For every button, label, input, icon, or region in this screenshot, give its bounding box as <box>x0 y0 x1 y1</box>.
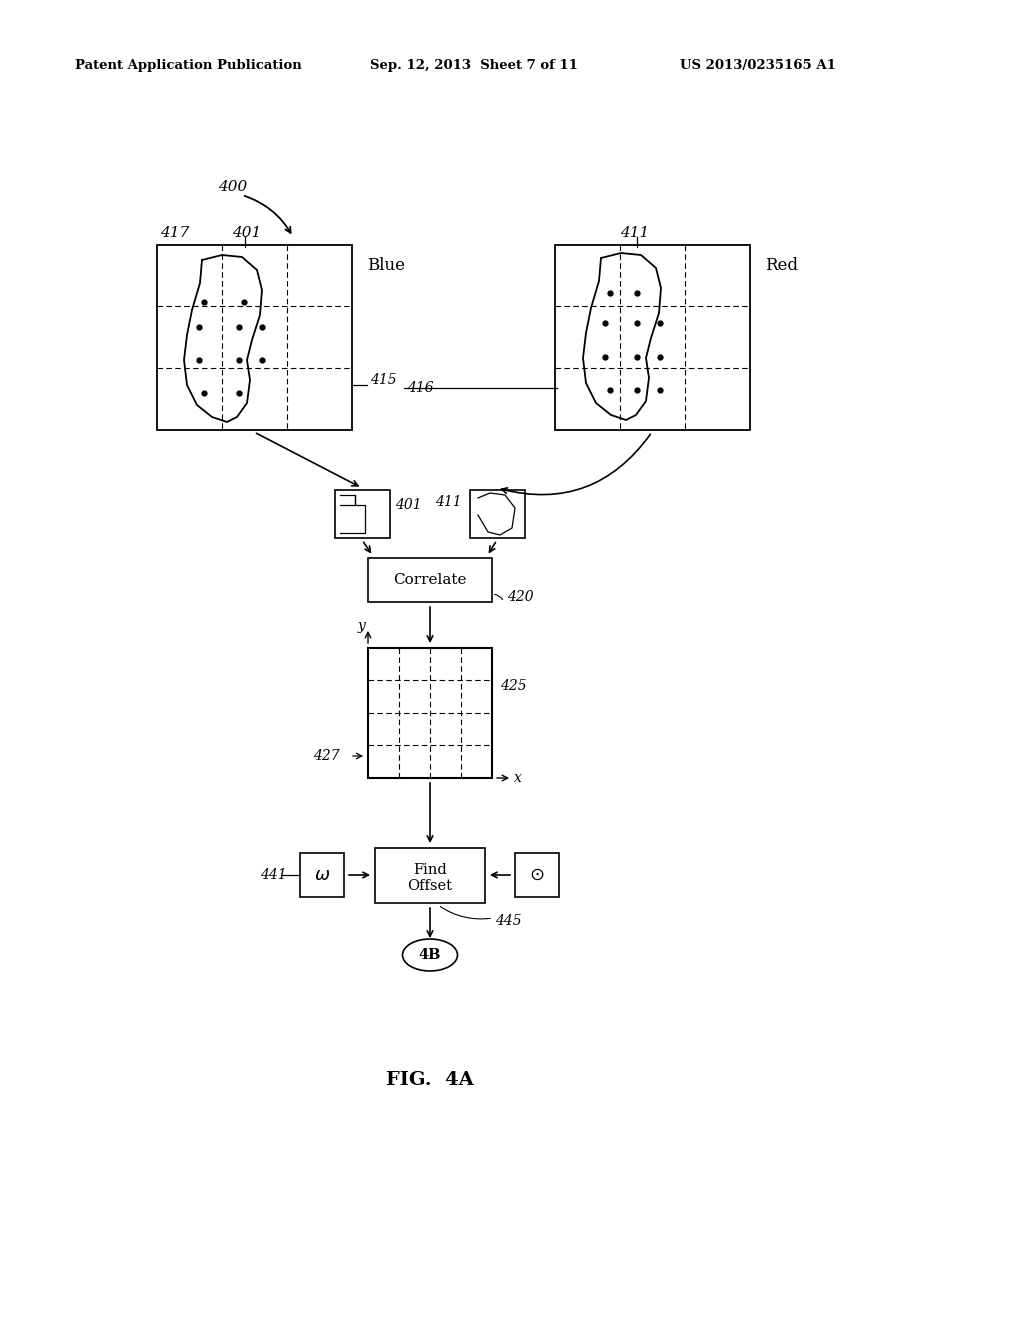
Bar <box>515 853 559 898</box>
Text: Sep. 12, 2013  Sheet 7 of 11: Sep. 12, 2013 Sheet 7 of 11 <box>370 58 578 71</box>
Text: 4B: 4B <box>419 948 441 962</box>
Text: Blue: Blue <box>367 256 406 273</box>
Text: y: y <box>357 619 365 634</box>
Text: 401: 401 <box>395 498 422 512</box>
Text: 441: 441 <box>260 869 287 882</box>
Bar <box>300 853 344 898</box>
Text: 420: 420 <box>507 590 534 605</box>
Text: 411: 411 <box>620 226 649 240</box>
Bar <box>157 246 352 430</box>
Text: Correlate: Correlate <box>393 573 467 587</box>
Text: Find: Find <box>413 863 446 876</box>
Bar <box>368 648 492 777</box>
Text: 417: 417 <box>160 226 189 240</box>
Text: 425: 425 <box>500 678 526 693</box>
Text: US 2013/0235165 A1: US 2013/0235165 A1 <box>680 58 836 71</box>
Bar <box>470 490 525 539</box>
Text: Patent Application Publication: Patent Application Publication <box>75 58 302 71</box>
Text: $\odot$: $\odot$ <box>529 866 545 884</box>
Text: x: x <box>514 771 522 785</box>
Ellipse shape <box>402 939 458 972</box>
Text: Red: Red <box>765 256 798 273</box>
Text: 427: 427 <box>313 748 340 763</box>
Text: 445: 445 <box>495 913 521 928</box>
Text: $\omega$: $\omega$ <box>314 866 330 884</box>
Bar <box>555 246 750 430</box>
Text: 416: 416 <box>407 381 433 395</box>
Text: 415: 415 <box>370 374 396 387</box>
Bar <box>368 558 492 602</box>
Bar <box>375 847 485 903</box>
Text: FIG.  4A: FIG. 4A <box>386 1071 474 1089</box>
Text: 400: 400 <box>218 180 247 194</box>
Bar <box>335 490 390 539</box>
Text: Offset: Offset <box>408 879 453 894</box>
Text: 411: 411 <box>435 495 462 510</box>
Text: 401: 401 <box>232 226 261 240</box>
